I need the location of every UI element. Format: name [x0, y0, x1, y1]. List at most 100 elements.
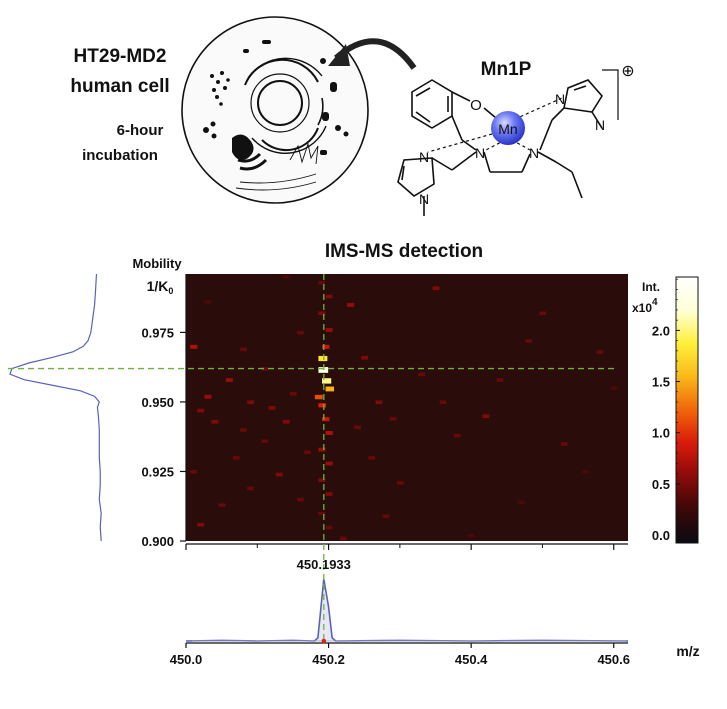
incubation-line1: 6-hour — [117, 122, 164, 139]
heatmap-background — [186, 274, 628, 541]
heatmap-spot — [289, 392, 297, 396]
heatmap-spot — [325, 431, 333, 435]
heatmap-spot — [304, 450, 311, 455]
heatmap-spot — [275, 472, 283, 477]
colorbar-ticks: 0.0 0.5 1.0 1.5 2.0 — [652, 278, 680, 543]
heatmap-spot — [453, 433, 461, 438]
peak-mz-label: 450.1933 — [297, 557, 351, 572]
atom-n-label: N — [555, 91, 565, 107]
chart-title: IMS-MS detection — [325, 241, 483, 262]
heatmap-spot — [418, 372, 426, 377]
atom-n-label: N — [529, 145, 539, 161]
colorbar-scale-exponent: 4 — [652, 297, 658, 308]
colorbar — [675, 276, 699, 544]
incubation-line2: incubation — [82, 147, 158, 164]
heatmap-spot — [539, 311, 547, 316]
atom-o-label: O — [470, 97, 482, 114]
heatmap-spot — [368, 456, 376, 460]
heatmap-spot — [190, 469, 197, 474]
mobility-profile-line — [9, 273, 102, 542]
heatmap-spot — [318, 355, 328, 362]
heatmap-plot — [186, 274, 628, 541]
heatmap-spot — [496, 378, 504, 382]
cell-title-line1: HT29-MD2 — [74, 46, 167, 67]
heatmap-spot — [218, 503, 226, 507]
colorbar-tick-label: 1.5 — [652, 375, 670, 390]
heatmap-spot — [396, 481, 404, 485]
colorbar-tick-label: 0.0 — [652, 528, 670, 543]
profiles — [9, 273, 629, 642]
heatmap-spot — [432, 286, 440, 291]
heatmap-spot — [325, 386, 335, 392]
heatmap-spot — [240, 347, 247, 352]
atom-n-label: N — [475, 145, 485, 161]
y-tick-label: 0.925 — [141, 464, 174, 479]
heatmap-spot — [247, 486, 254, 491]
peak-marker — [321, 638, 327, 644]
heatmap-spot — [261, 367, 269, 371]
heatmap-spot — [197, 408, 205, 413]
heatmap-spot — [240, 428, 247, 432]
mn-atom-label: Mn — [498, 121, 517, 137]
y-axis-label-sub: 0 — [168, 286, 173, 296]
y-axis-label-line2: 1/K0 — [147, 278, 174, 296]
heatmap-spot — [190, 344, 198, 349]
heatmap-spot — [318, 511, 326, 516]
heatmap-spot — [596, 350, 604, 354]
x-tick-label: 450.2 — [312, 652, 345, 667]
heatmap-spot — [318, 478, 326, 483]
cell-title-line2: human cell — [70, 76, 169, 97]
heatmap-spot — [247, 400, 255, 405]
heatmap-spot — [204, 300, 212, 304]
heatmap-spot — [354, 425, 361, 430]
heatmap-spot — [518, 500, 525, 505]
heatmap-spot — [268, 406, 276, 410]
atom-n-label: N — [419, 191, 429, 207]
heatmap-spot — [297, 497, 304, 502]
colorbar-tick-label: 1.0 — [652, 426, 670, 441]
heatmap-spot — [325, 525, 333, 530]
cell-illustration — [181, 16, 417, 204]
y-tick-label: 0.950 — [141, 395, 174, 410]
molecule-name: Mn1P — [481, 59, 532, 80]
heatmap-spot — [375, 400, 383, 405]
heatmap-spot — [482, 414, 490, 419]
colorbar-scale: x104 — [632, 297, 658, 315]
heatmap-spot — [232, 456, 240, 460]
heatmap-spot — [382, 514, 390, 519]
heatmap-spot — [318, 447, 326, 452]
heatmap-spot — [339, 536, 347, 541]
heatmap-spot — [322, 378, 332, 384]
heatmap-spot — [318, 403, 326, 408]
heatmap-spot — [468, 533, 475, 538]
colorbar-title: Int. — [642, 280, 660, 294]
heatmap-spot — [297, 330, 304, 335]
heatmap-spot — [318, 280, 326, 285]
heatmap-spot — [325, 461, 333, 466]
heatmap-spot — [225, 378, 233, 382]
heatmap-spot — [560, 442, 568, 446]
heatmap-spot — [525, 339, 532, 343]
mn-atom — [491, 111, 525, 145]
mn1p-structure — [397, 69, 619, 216]
y-tick-label: 0.900 — [141, 534, 174, 549]
heatmap-spot — [325, 492, 333, 496]
heatmap-spot — [211, 419, 219, 424]
x-tick-label: 450.6 — [597, 652, 630, 667]
heatmap-spot — [314, 394, 323, 400]
y-axis-label-main: 1/K — [147, 278, 169, 294]
x-axis: 450.0 450.2 450.4 450.6 — [170, 544, 630, 667]
x-tick-label: 450.0 — [170, 652, 203, 667]
heatmap-spot — [318, 311, 326, 316]
heatmap-spot — [322, 417, 330, 422]
heatmap-spot — [282, 275, 290, 279]
heatmap-spot — [282, 419, 290, 424]
heatmap-spot — [346, 303, 355, 307]
colorbar-tick-label: 0.5 — [652, 477, 670, 492]
heatmap-spot — [610, 386, 618, 390]
heatmap-spot — [261, 439, 269, 443]
colorbar-tick-label: 2.0 — [652, 323, 670, 338]
heatmap-spot — [197, 522, 205, 527]
heatmap-spot — [325, 328, 333, 332]
charge-symbol: ⊕ — [621, 61, 634, 80]
